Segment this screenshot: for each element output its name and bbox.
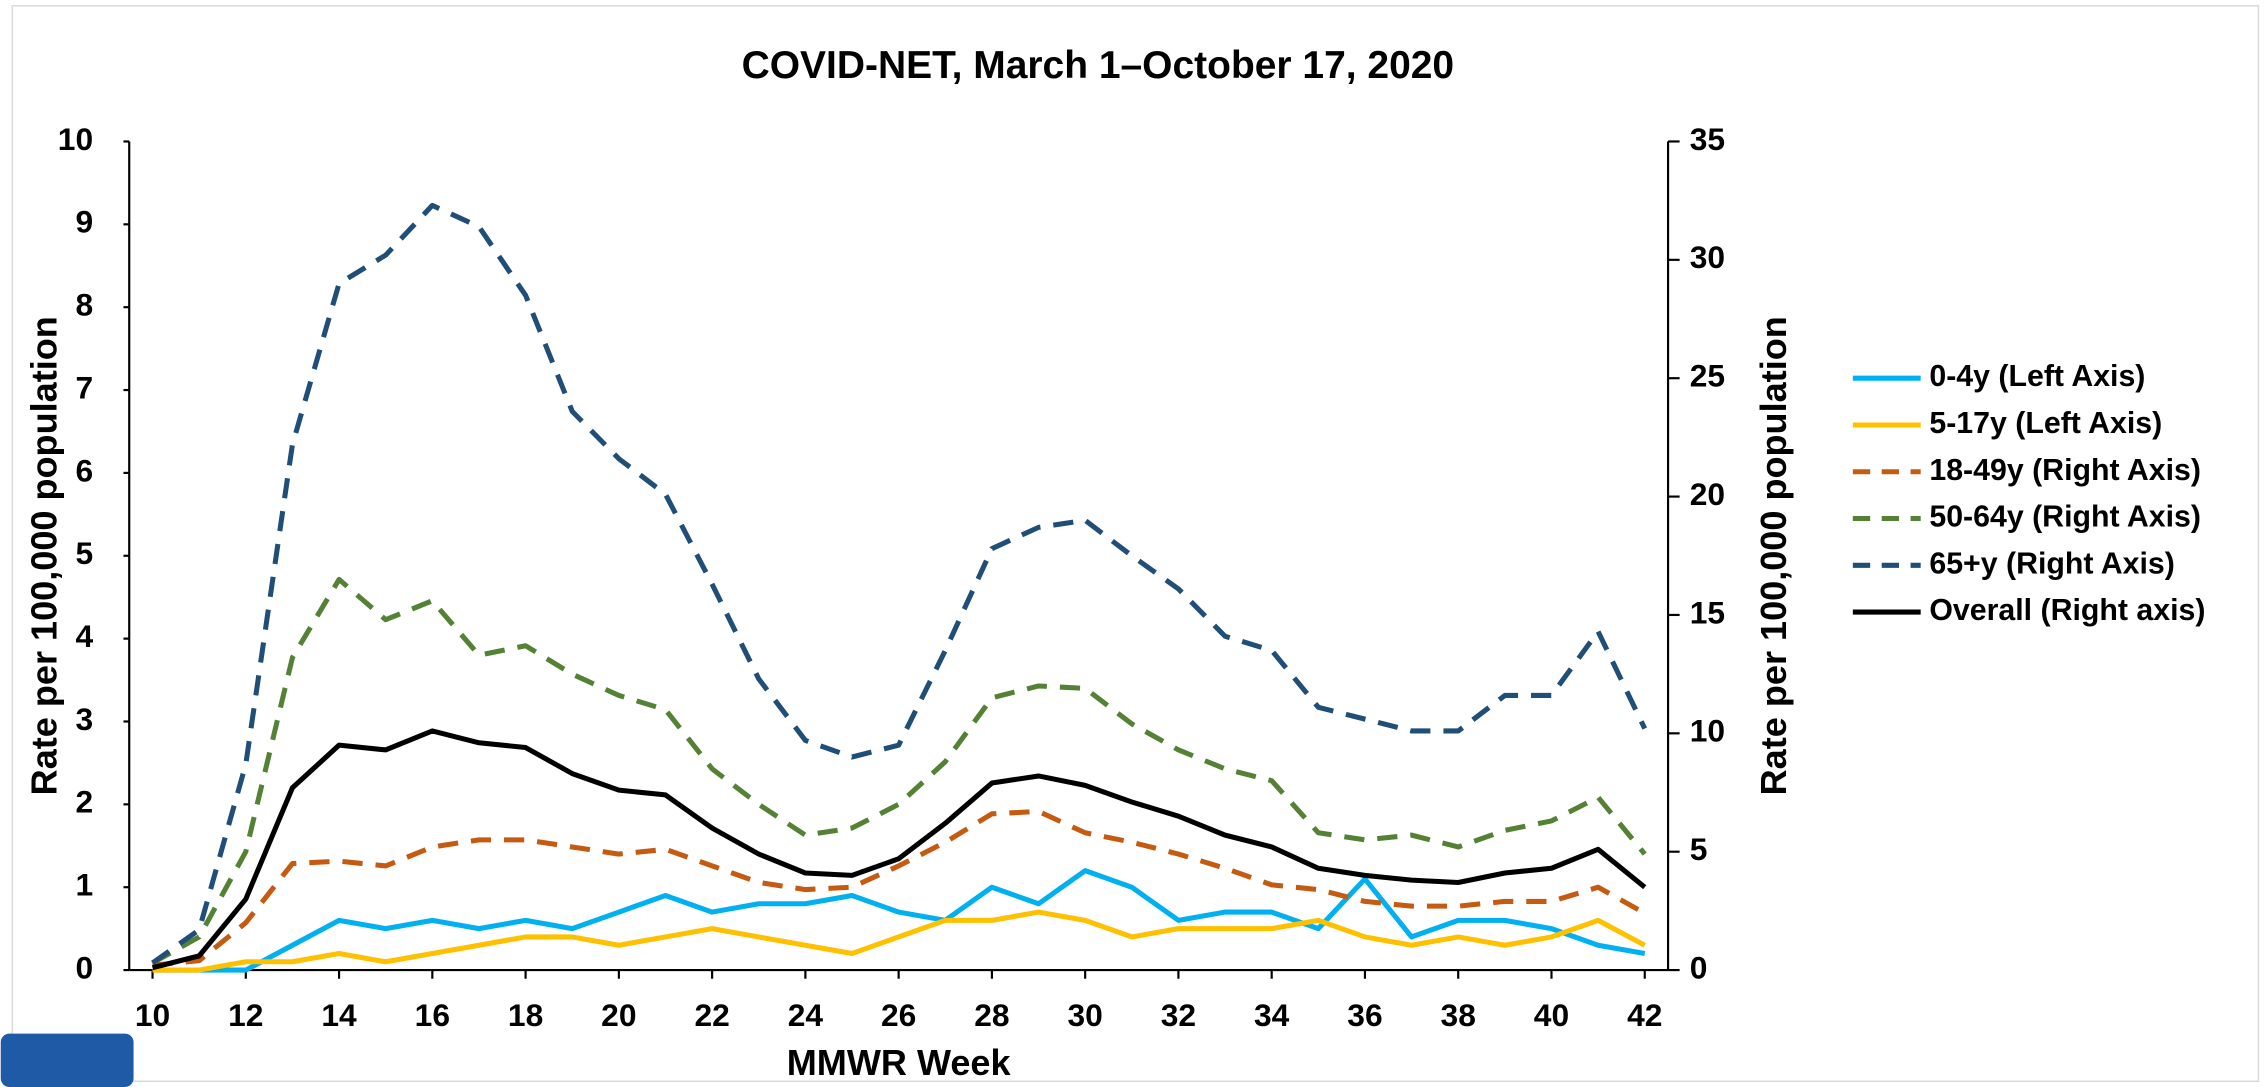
series-line <box>151 576 1647 966</box>
x-tick-label: 18 <box>508 997 543 1033</box>
y-tick-label: 7 <box>75 369 93 405</box>
x-axis-label: MMWR Week <box>787 1042 1012 1083</box>
y2-axis-label: Rate per 100,000 population <box>1753 316 1794 795</box>
chart-border <box>11 5 2260 1082</box>
legend-label: 50-64y (Right Axis) <box>1929 501 2201 534</box>
y-tick-label: 9 <box>75 204 93 240</box>
x-tick-label: 24 <box>788 997 824 1033</box>
y-tick-label: 5 <box>75 535 93 571</box>
y2-tick-label: 15 <box>1690 594 1725 630</box>
x-tick-label: 36 <box>1347 997 1382 1033</box>
y-axis-label: Rate per 100,000 population <box>23 316 64 795</box>
x-tick-label: 12 <box>228 997 263 1033</box>
x-tick-label: 38 <box>1441 997 1476 1033</box>
x-tick-label: 32 <box>1161 997 1196 1033</box>
y2-tick-label: 5 <box>1690 831 1708 867</box>
logo <box>0 1033 134 1087</box>
y2-tick-label: 0 <box>1690 949 1708 985</box>
series-line <box>152 868 1646 973</box>
y-tick-label: 2 <box>75 784 93 820</box>
legend-label: 0-4y (Left Axis) <box>1929 360 2145 393</box>
y-tick-label: 0 <box>75 949 93 985</box>
legend-label: 65+y (Right Axis) <box>1929 547 2175 580</box>
y2-tick-label: 20 <box>1690 476 1725 512</box>
x-tick-label: 22 <box>694 997 729 1033</box>
y-tick-label: 6 <box>75 452 93 488</box>
chart-title: COVID-NET, March 1–October 17, 2020 <box>742 44 1455 87</box>
x-tick-label: 26 <box>881 997 916 1033</box>
legend-label: Overall (Right axis) <box>1929 594 2205 627</box>
y-tick-label: 4 <box>75 618 93 654</box>
x-tick-label: 20 <box>601 997 636 1033</box>
y-tick-label: 8 <box>75 287 93 323</box>
series-line <box>151 202 1648 966</box>
x-tick-label: 30 <box>1068 997 1103 1033</box>
y-tick-label: 3 <box>75 701 93 737</box>
x-tick-label: 28 <box>974 997 1009 1033</box>
series-line <box>151 728 1647 971</box>
y-tick-label: 10 <box>58 121 93 157</box>
series-line <box>152 909 1646 973</box>
legend-label: 5-17y (Left Axis) <box>1929 407 2162 440</box>
y-tick-label: 1 <box>75 867 93 903</box>
x-tick-label: 16 <box>415 997 450 1033</box>
series-line <box>152 808 1646 968</box>
y2-tick-label: 10 <box>1690 713 1725 749</box>
x-tick-label: 40 <box>1534 997 1569 1033</box>
y2-tick-label: 30 <box>1690 239 1725 275</box>
y2-tick-label: 35 <box>1690 121 1725 157</box>
x-tick-label: 10 <box>135 997 170 1033</box>
x-tick-label: 42 <box>1627 997 1662 1033</box>
x-tick-label: 34 <box>1254 997 1290 1033</box>
y2-tick-label: 25 <box>1690 358 1725 394</box>
legend-label: 18-49y (Right Axis) <box>1929 454 2201 487</box>
x-tick-label: 14 <box>321 997 357 1033</box>
